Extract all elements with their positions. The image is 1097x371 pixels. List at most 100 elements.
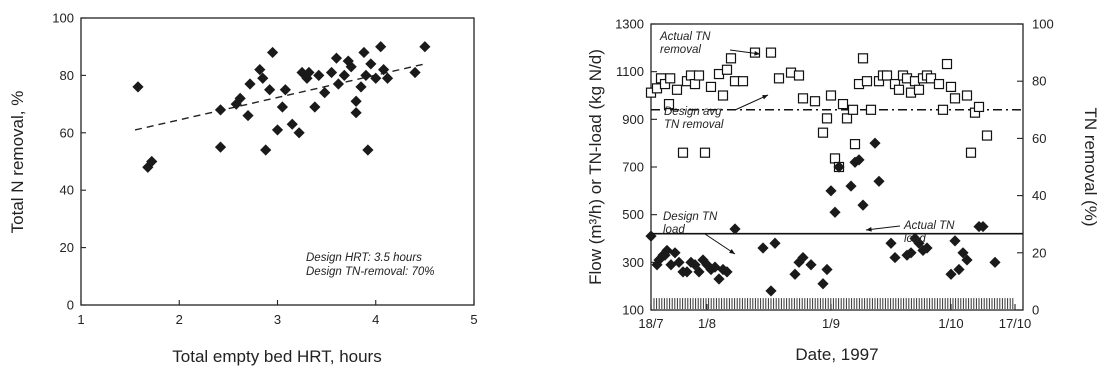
removal-data-point xyxy=(933,78,945,90)
removal-data-point xyxy=(797,93,809,104)
left-data-point xyxy=(276,101,289,113)
right-annotation-arrowhead xyxy=(729,248,735,254)
right-x-tick-label: 18/7 xyxy=(638,316,663,331)
left-x-tick-label: 1 xyxy=(77,312,84,327)
right-annotation-text: Actual TN xyxy=(903,220,955,232)
left-data-point xyxy=(266,46,279,59)
removal-data-point xyxy=(705,81,717,93)
load-data-point xyxy=(673,256,685,268)
left-y-tick-label: 40 xyxy=(60,183,74,198)
left-data-point xyxy=(370,72,382,84)
removal-data-point xyxy=(893,84,905,95)
right-annotation-arrow xyxy=(865,225,901,231)
left-y-tick-label: 80 xyxy=(60,68,74,83)
left-data-point xyxy=(342,55,354,67)
load-data-point xyxy=(857,199,869,211)
left-y-tick-label: 0 xyxy=(67,298,74,313)
left-x-tick-label: 3 xyxy=(274,312,281,327)
right-y-axis-label: Flow (m³/h) or TN-load (kg N/d) xyxy=(586,49,605,285)
removal-data-point xyxy=(925,73,937,84)
removal-data-point xyxy=(717,90,729,101)
load-data-point xyxy=(889,251,901,264)
left-trendline-segment xyxy=(134,63,426,131)
load-data-point xyxy=(945,268,957,280)
left-data-point xyxy=(257,72,269,84)
left-y-axis-label: Total N removal, % xyxy=(8,91,27,234)
right-y-tick-label: 700 xyxy=(622,160,644,175)
load-data-point xyxy=(821,263,833,276)
removal-data-point xyxy=(693,70,705,81)
right-annotation-arrowhead xyxy=(754,50,760,56)
removal-data-point xyxy=(961,90,973,101)
load-data-point xyxy=(653,254,665,266)
left-data-point xyxy=(244,78,256,90)
right-annotation-text: removal xyxy=(660,44,701,56)
left-data-point xyxy=(214,141,227,153)
removal-data-point xyxy=(937,104,949,115)
right-y2-tick-label: 80 xyxy=(1032,74,1046,89)
left-data-point xyxy=(338,69,350,81)
right-annotation-arrowhead xyxy=(762,95,768,100)
removal-data-point xyxy=(949,93,961,104)
right-y2-tick-label: 60 xyxy=(1032,131,1046,146)
removal-data-point xyxy=(945,81,957,93)
load-data-point xyxy=(829,206,841,218)
right-y2-tick-label: 40 xyxy=(1032,188,1046,203)
load-data-point xyxy=(681,266,693,278)
left-annotation-removal: Design TN-removal: 70% xyxy=(306,266,434,278)
removal-data-point xyxy=(737,76,749,87)
left-data-point xyxy=(279,84,291,96)
removal-data-point xyxy=(793,70,805,81)
left-data-point xyxy=(350,107,362,119)
left-data-point xyxy=(409,66,421,79)
left-x-tick-label: 2 xyxy=(176,312,183,327)
removal-data-point xyxy=(671,84,683,95)
left-x-tick-label: 5 xyxy=(470,312,477,327)
load-data-point xyxy=(797,251,809,264)
left-data-point xyxy=(358,46,370,59)
right-ticks: 18/7 1/8 1/9 1/10 17/10 100 300 500 700 900 1100 13… xyxy=(615,17,1054,332)
right-y-tick-label: 900 xyxy=(622,112,644,127)
removal-data-point xyxy=(721,64,733,75)
removal-data-point xyxy=(973,101,985,113)
left-data-point xyxy=(286,118,298,130)
removal-data-point xyxy=(825,90,837,101)
removal-data-point xyxy=(913,84,925,95)
load-data-point xyxy=(905,247,917,259)
right-annotation-text: TN removal xyxy=(664,119,724,131)
left-y-tick-label: 60 xyxy=(60,125,74,140)
removal-data-point xyxy=(677,147,689,158)
load-data-point xyxy=(665,259,677,271)
right-chart: 18/7 1/8 1/9 1/10 17/10 100 300 500 700 900 1100 13… xyxy=(586,17,1097,365)
removal-data-point xyxy=(857,53,869,64)
left-data-point xyxy=(242,109,254,122)
left-trendline xyxy=(134,63,426,131)
load-data-point xyxy=(869,137,881,149)
removal-data-point xyxy=(881,70,893,81)
left-data-point xyxy=(271,124,284,136)
right-annotation-arrowhead xyxy=(866,227,872,232)
load-data-point xyxy=(977,220,989,233)
right-y-tick-label: 1300 xyxy=(615,17,644,32)
load-data-point xyxy=(757,242,769,254)
removal-data-point xyxy=(817,127,829,138)
left-annotation-hrt: Design HRT: 3.5 hours xyxy=(306,252,422,264)
right-y2-tick-label: 100 xyxy=(1032,17,1054,32)
removal-data-point xyxy=(765,47,777,58)
removal-data-point xyxy=(941,58,953,70)
load-data-point xyxy=(833,161,845,173)
left-chart: 1 2 3 4 5 0 20 40 60 80 100 Total empty bed HRT, h… xyxy=(8,11,478,367)
right-x-tick-label: 17/10 xyxy=(999,316,1032,331)
right-x-tick-label: 1/10 xyxy=(938,316,963,331)
load-data-point xyxy=(729,223,741,235)
left-data-point xyxy=(365,58,377,70)
left-points xyxy=(132,41,431,173)
right-x-tick-label: 1/9 xyxy=(822,316,840,331)
right-annotation-text: Design avg xyxy=(664,106,722,118)
load-data-point xyxy=(825,185,837,197)
left-x-axis-label: Total empty bed HRT, hours xyxy=(172,347,381,366)
left-data-point xyxy=(360,69,372,81)
left-y-tick-label: 20 xyxy=(60,240,74,255)
removal-data-point xyxy=(699,147,711,158)
left-data-point xyxy=(293,127,305,139)
